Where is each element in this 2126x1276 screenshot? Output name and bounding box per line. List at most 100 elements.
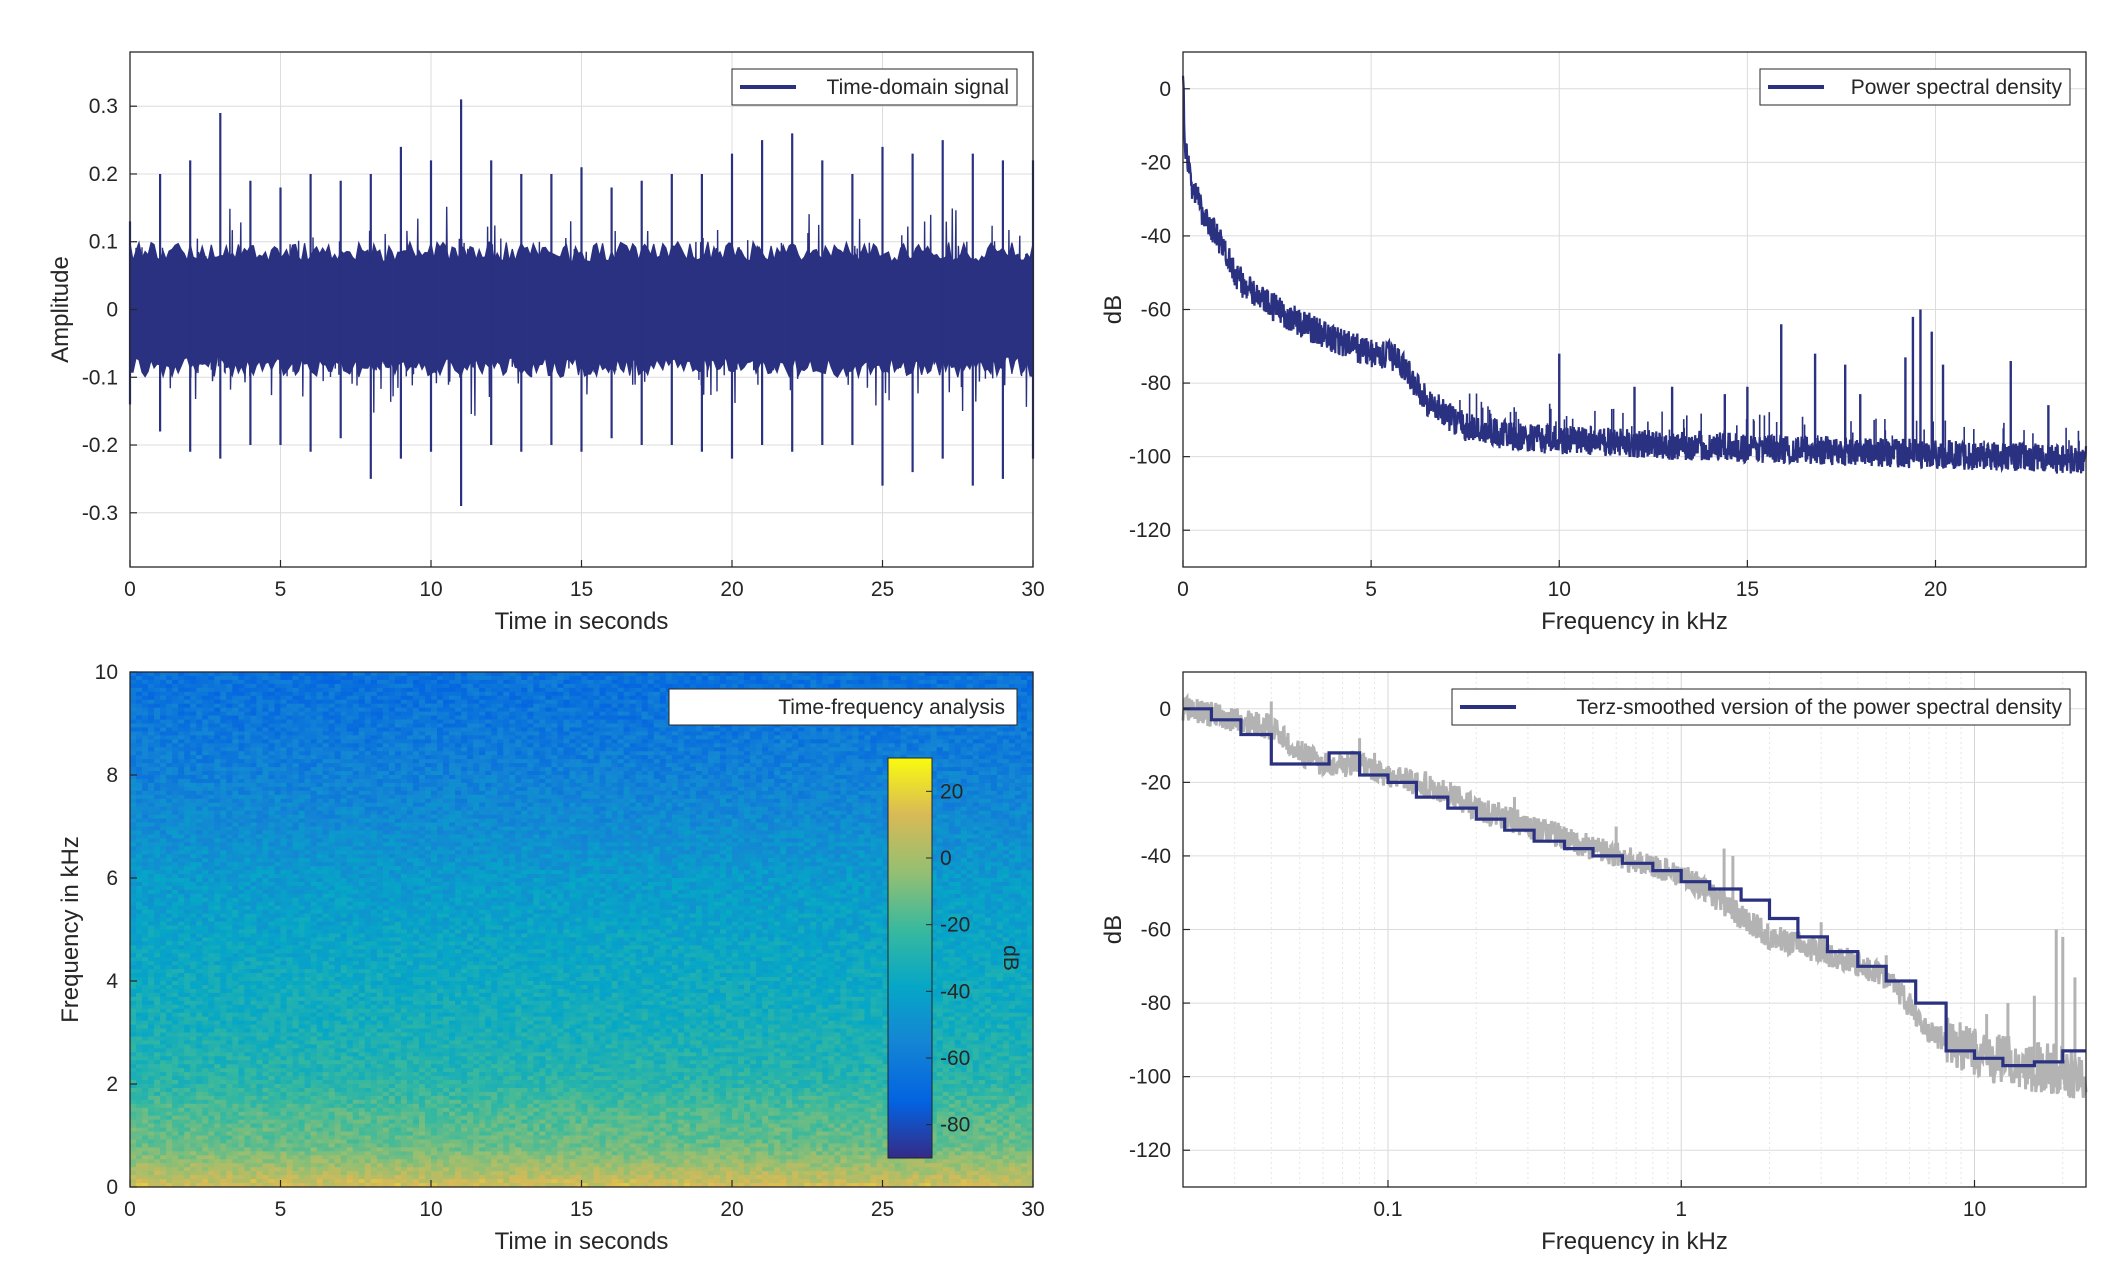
spectrogram-cell: [683, 763, 691, 768]
spectrogram-cell: [593, 672, 601, 677]
spectrogram-cell: [262, 790, 270, 796]
spectrogram-cell: [250, 794, 258, 800]
spectrogram-cell: [412, 747, 420, 752]
spectrogram-cell: [479, 719, 486, 725]
spectrogram-cell: [424, 755, 432, 760]
spectrogram-cell: [412, 782, 420, 788]
spectrogram-cell: [870, 786, 878, 792]
spectrogram-cell: [220, 778, 227, 784]
spectrogram-cell: [166, 699, 173, 705]
spectrogram-cell: [659, 763, 667, 768]
spectrogram-cell: [581, 683, 589, 689]
spectrogram-cell: [467, 759, 474, 764]
spectrogram-cell: [846, 775, 853, 780]
spectrogram-cell: [545, 755, 552, 760]
spectrogram-cell: [876, 763, 884, 768]
spectrogram-cell: [804, 743, 811, 748]
spectrogram-cell: [322, 739, 330, 744]
spectrogram-cell: [214, 786, 221, 792]
spectrogram-cell: [190, 727, 197, 733]
spectrogram-cell: [732, 782, 739, 788]
spectrogram-cell: [641, 715, 649, 721]
spectrogram-cell: [768, 763, 775, 768]
spectrogram-cell: [412, 786, 420, 792]
spectrogram-cell: [340, 707, 348, 713]
spectrogram-cell: [280, 695, 288, 701]
spectrogram-cell: [1002, 763, 1010, 768]
spectrogram-cell: [695, 739, 703, 744]
spectrogram-cell: [593, 715, 601, 721]
spectrogram-cell: [635, 782, 643, 788]
spectrogram-cell: [509, 707, 516, 713]
spectrogram-cell: [557, 735, 565, 740]
spectrogram-cell: [202, 759, 209, 764]
spectrogram-cell: [142, 786, 149, 792]
spectrogram-cell: [533, 699, 540, 705]
spectrogram-cell: [719, 786, 727, 792]
spectrogram-cell: [376, 751, 384, 756]
spectrogram-cell: [467, 683, 474, 689]
spectrogram-cell: [130, 731, 137, 736]
spectrogram-cell: [244, 679, 251, 685]
spectrogram-cell: [653, 786, 661, 792]
spectrogram-cell: [545, 683, 552, 689]
spectrogram-cell: [575, 687, 583, 693]
spectrogram-cell: [653, 675, 661, 681]
spectrogram-cell: [418, 759, 426, 764]
spectrogram-cell: [864, 771, 872, 776]
spectrogram-cell: [738, 735, 745, 740]
spectrogram-cell: [611, 723, 619, 729]
spectrogram-cell: [154, 672, 161, 677]
spectrogram-cell: [593, 794, 601, 800]
spectrogram-cell: [298, 699, 306, 705]
spectrogram-cell: [858, 767, 866, 772]
psd-xlabel: Frequency in kHz: [1541, 608, 1728, 635]
spectrogram-cell: [569, 715, 577, 721]
spectrogram-cell: [659, 703, 667, 709]
spectrogram-cell: [461, 675, 468, 681]
spectrogram-cell: [292, 775, 300, 780]
spectrogram-cell: [659, 672, 667, 677]
spectrogram-cell: [587, 735, 595, 740]
spectrogram-cell: [244, 755, 251, 760]
spectrogram-cell: [960, 775, 968, 780]
spectrogram-cell: [467, 707, 474, 713]
spectrogram-cell: [298, 771, 306, 776]
spectrogram-cell: [882, 751, 890, 756]
spectrogram-cell: [563, 715, 571, 721]
spectrogram-cell: [960, 790, 968, 796]
spectrogram-cell: [364, 763, 372, 768]
spectrogram-cell: [719, 739, 727, 744]
spectrogram-cell: [274, 691, 282, 697]
spectrogram-cell: [479, 767, 486, 772]
spectrogram-cell: [882, 727, 890, 733]
spectrogram-cell: [196, 755, 203, 760]
spectrogram-cell: [160, 763, 167, 768]
spectrogram-cell: [160, 782, 167, 788]
spectrogram-cell: [563, 707, 571, 713]
spectrogram-cell: [725, 782, 733, 788]
spectrogram-cell: [424, 782, 432, 788]
spectrogram-cell: [310, 771, 318, 776]
spectrogram-cell: [376, 743, 384, 748]
spectrogram-cell: [376, 778, 384, 784]
spectrogram-cell: [545, 727, 552, 733]
spectrogram-cell: [443, 759, 450, 764]
spectrogram-cell: [449, 778, 456, 784]
spectrogram-cell: [148, 679, 155, 685]
spectrogram-cell: [647, 790, 655, 796]
spectrogram-cell: [232, 675, 239, 681]
spectrogram-cell: [966, 755, 974, 760]
spectrogram-cell: [1008, 683, 1016, 689]
spectrogram-cell: [497, 790, 504, 796]
spectrogram-cell: [196, 695, 203, 701]
spectrogram-cell: [738, 683, 745, 689]
spectrogram-cell: [449, 687, 456, 693]
spectrogram-cell: [984, 782, 992, 788]
spectrogram-cell: [424, 747, 432, 752]
spectrogram-cell: [394, 790, 402, 796]
spectrogram-cell: [587, 715, 595, 721]
spectrogram-cell: [286, 790, 294, 796]
spectrogram-cell: [400, 715, 408, 721]
spectrogram-cell: [196, 743, 203, 748]
